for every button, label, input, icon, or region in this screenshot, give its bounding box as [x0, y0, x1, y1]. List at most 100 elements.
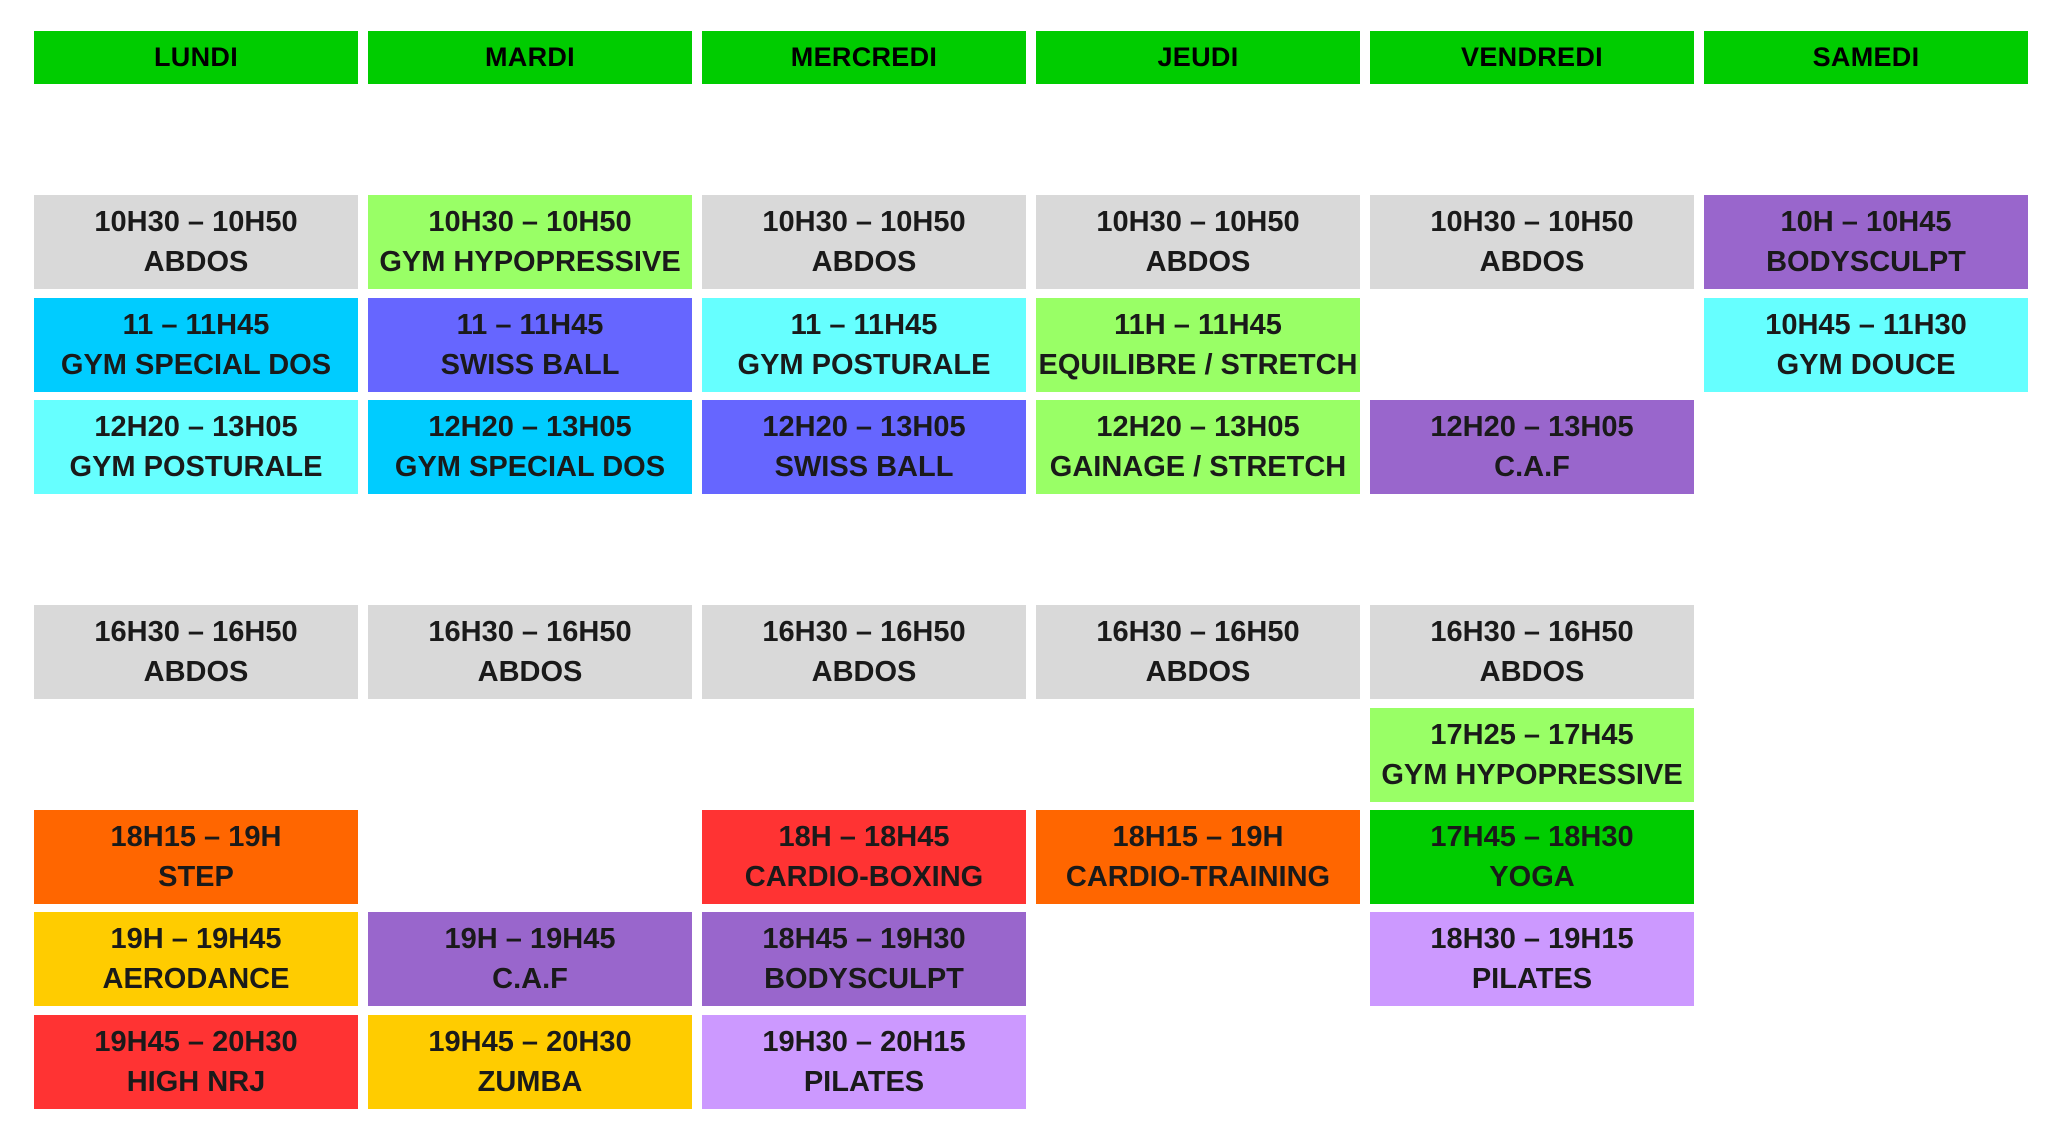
session-cell: 19H – 19H45 C.A.F — [368, 912, 692, 1006]
session-time: 16H30 – 16H50 — [1096, 616, 1300, 648]
session-time: 11 – 11H45 — [790, 309, 938, 341]
session-cell: 10H30 – 10H50 ABDOS — [1370, 195, 1694, 289]
session-cell: 11 – 11H45 GYM SPECIAL DOS — [34, 298, 358, 392]
session-time: 12H20 – 13H05 — [1096, 411, 1300, 443]
session-cell: 18H30 – 19H15 PILATES — [1370, 912, 1694, 1006]
session-name: ABDOS — [1479, 246, 1585, 278]
session-time: 12H20 – 13H05 — [94, 411, 298, 443]
session-name: ABDOS — [477, 656, 583, 688]
session-time: 19H30 – 20H15 — [762, 1026, 966, 1058]
session-name: ZUMBA — [477, 1066, 583, 1098]
day-header-lundi: LUNDI — [34, 31, 358, 84]
session-cell: 12H20 – 13H05 GYM SPECIAL DOS — [368, 400, 692, 494]
session-cell: 18H15 – 19H STEP — [34, 810, 358, 904]
session-name: EQUILIBRE / STRETCH — [1038, 349, 1358, 381]
session-name: C.A.F — [1494, 451, 1570, 483]
session-cell: 16H30 – 16H50 ABDOS — [1370, 605, 1694, 699]
session-name: YOGA — [1489, 861, 1575, 893]
session-time: 19H – 19H45 — [444, 923, 616, 955]
session-name: BODYSCULPT — [1766, 246, 1966, 278]
session-cell: 10H30 – 10H50 GYM HYPOPRESSIVE — [368, 195, 692, 289]
day-header-vendredi: VENDREDI — [1370, 31, 1694, 84]
session-cell: 18H – 18H45 CARDIO-BOXING — [702, 810, 1026, 904]
session-cell: 19H45 – 20H30 HIGH NRJ — [34, 1015, 358, 1109]
session-time: 18H15 – 19H — [110, 821, 282, 853]
session-name: ABDOS — [143, 656, 249, 688]
session-cell: 11 – 11H45 GYM POSTURALE — [702, 298, 1026, 392]
session-time: 16H30 – 16H50 — [428, 616, 632, 648]
session-time: 16H30 – 16H50 — [762, 616, 966, 648]
session-time: 10H30 – 10H50 — [428, 206, 632, 238]
session-time: 16H30 – 16H50 — [94, 616, 298, 648]
session-time: 16H30 – 16H50 — [1430, 616, 1634, 648]
session-name: PILATES — [1471, 963, 1593, 995]
session-time: 10H30 – 10H50 — [1096, 206, 1300, 238]
session-name: ABDOS — [1145, 656, 1251, 688]
session-name: ABDOS — [1145, 246, 1251, 278]
session-name: GYM POSTURALE — [69, 451, 323, 483]
session-time: 10H – 10H45 — [1780, 206, 1952, 238]
session-name: CARDIO-BOXING — [744, 861, 984, 893]
session-cell: 19H45 – 20H30 ZUMBA — [368, 1015, 692, 1109]
session-time: 10H30 – 10H50 — [94, 206, 298, 238]
session-time: 18H15 – 19H — [1112, 821, 1284, 853]
session-cell: 10H30 – 10H50 ABDOS — [34, 195, 358, 289]
session-cell: 17H45 – 18H30 YOGA — [1370, 810, 1694, 904]
session-name: HIGH NRJ — [126, 1066, 266, 1098]
session-name: GYM SPECIAL DOS — [60, 349, 332, 381]
session-time: 19H45 – 20H30 — [428, 1026, 632, 1058]
session-name: GYM HYPOPRESSIVE — [1381, 759, 1683, 791]
session-name: GYM SPECIAL DOS — [394, 451, 666, 483]
session-cell: 10H30 – 10H50 ABDOS — [702, 195, 1026, 289]
session-name: AERODANCE — [102, 963, 290, 995]
session-cell: 12H20 – 13H05 SWISS BALL — [702, 400, 1026, 494]
session-cell: 10H30 – 10H50 ABDOS — [1036, 195, 1360, 289]
session-time: 12H20 – 13H05 — [428, 411, 632, 443]
session-cell: 12H20 – 13H05 C.A.F — [1370, 400, 1694, 494]
session-time: 18H30 – 19H15 — [1430, 923, 1634, 955]
day-header-mercredi: MERCREDI — [702, 31, 1026, 84]
session-time: 10H30 – 10H50 — [762, 206, 966, 238]
session-time: 12H20 – 13H05 — [1430, 411, 1634, 443]
session-cell: 11 – 11H45 SWISS BALL — [368, 298, 692, 392]
session-time: 17H25 – 17H45 — [1430, 719, 1634, 751]
session-cell: 10H – 10H45 BODYSCULPT — [1704, 195, 2028, 289]
session-name: C.A.F — [492, 963, 568, 995]
session-time: 10H45 – 11H30 — [1765, 309, 1967, 341]
session-name: CARDIO-TRAINING — [1065, 861, 1331, 893]
session-name: ABDOS — [811, 656, 917, 688]
session-cell: 16H30 – 16H50 ABDOS — [34, 605, 358, 699]
session-cell: 16H30 – 16H50 ABDOS — [368, 605, 692, 699]
session-name: SWISS BALL — [774, 451, 954, 483]
session-name: GAINAGE / STRETCH — [1049, 451, 1347, 483]
session-cell: 11H – 11H45 EQUILIBRE / STRETCH — [1036, 298, 1360, 392]
session-time: 11 – 11H45 — [122, 309, 270, 341]
session-time: 17H45 – 18H30 — [1430, 821, 1634, 853]
day-header-jeudi: JEUDI — [1036, 31, 1360, 84]
session-time: 11 – 11H45 — [456, 309, 604, 341]
session-name: BODYSCULPT — [764, 963, 964, 995]
day-header-samedi: SAMEDI — [1704, 31, 2028, 84]
session-name: ABDOS — [143, 246, 249, 278]
session-cell: 18H15 – 19H CARDIO-TRAINING — [1036, 810, 1360, 904]
session-cell: 12H20 – 13H05 GYM POSTURALE — [34, 400, 358, 494]
session-name: STEP — [158, 861, 234, 893]
session-cell: 16H30 – 16H50 ABDOS — [702, 605, 1026, 699]
session-name: SWISS BALL — [440, 349, 620, 381]
session-time: 18H45 – 19H30 — [762, 923, 966, 955]
session-name: ABDOS — [1479, 656, 1585, 688]
session-name: GYM POSTURALE — [737, 349, 991, 381]
session-time: 19H45 – 20H30 — [94, 1026, 298, 1058]
session-time: 11H – 11H45 — [1114, 309, 1282, 341]
session-cell: 10H45 – 11H30 GYM DOUCE — [1704, 298, 2028, 392]
session-time: 18H – 18H45 — [778, 821, 950, 853]
day-header-mardi: MARDI — [368, 31, 692, 84]
session-name: ABDOS — [811, 246, 917, 278]
session-time: 19H – 19H45 — [110, 923, 282, 955]
session-name: GYM HYPOPRESSIVE — [379, 246, 681, 278]
session-cell: 16H30 – 16H50 ABDOS — [1036, 605, 1360, 699]
session-cell: 17H25 – 17H45 GYM HYPOPRESSIVE — [1370, 708, 1694, 802]
session-cell: 19H – 19H45 AERODANCE — [34, 912, 358, 1006]
session-cell: 18H45 – 19H30 BODYSCULPT — [702, 912, 1026, 1006]
